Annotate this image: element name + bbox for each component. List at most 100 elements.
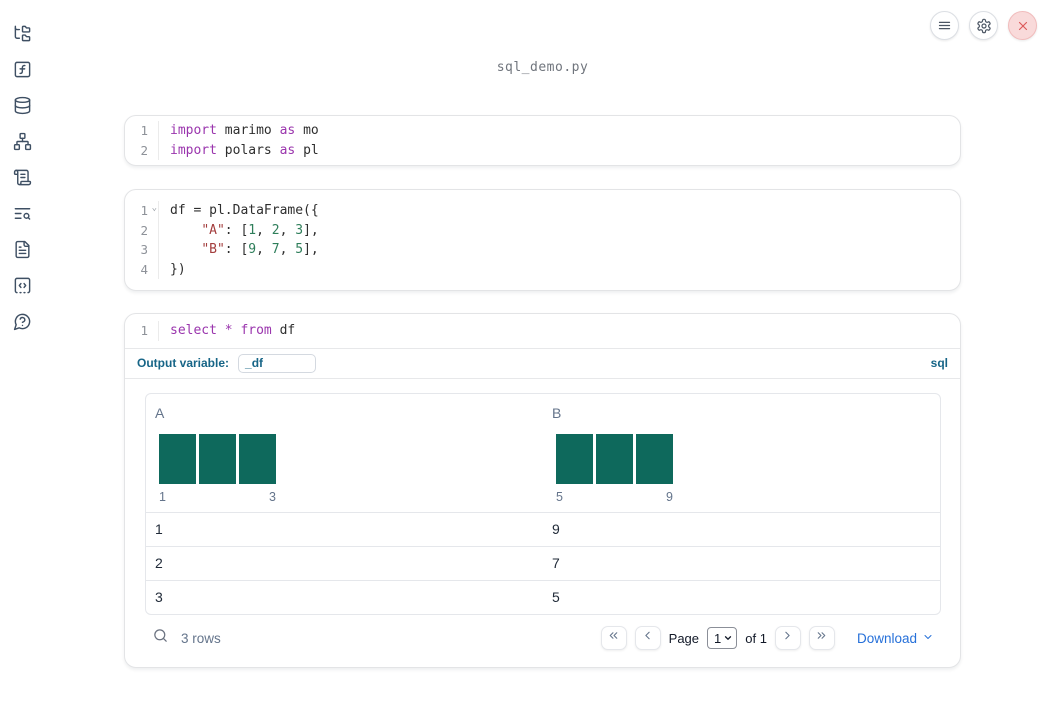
topbar-controls [930, 11, 1037, 40]
code-cell-dataframe[interactable]: 1 ⌄ df = pl.DataFrame({2 "A": [1, 2, 3], 3 … [124, 189, 961, 291]
table-cell[interactable]: 3 [155, 589, 163, 605]
scroll-outline-icon[interactable] [13, 168, 32, 187]
code-line: 3 "B": [9, 7, 5], [125, 240, 960, 260]
column-histogram [556, 433, 673, 484]
table-cell[interactable]: 1 [155, 521, 163, 537]
logs-search-icon[interactable] [13, 204, 32, 223]
prev-page-button[interactable] [634, 626, 661, 650]
first-page-button[interactable] [600, 626, 627, 650]
column-histogram [159, 433, 276, 484]
sql-language-badge[interactable]: sql [930, 356, 948, 370]
snippets-icon[interactable] [13, 276, 32, 295]
settings-button[interactable] [969, 11, 998, 40]
histogram-min-label: 1 [159, 489, 166, 504]
table-cell[interactable]: 2 [155, 555, 163, 571]
code-line: 4}) [125, 259, 960, 279]
line-number: 1 [125, 121, 159, 141]
code-text: df = pl.DataFrame({ [170, 203, 319, 218]
file-tree-icon[interactable] [13, 24, 32, 43]
menu-icon [937, 18, 952, 33]
histogram-min-label: 5 [556, 489, 563, 504]
database-icon[interactable] [13, 96, 32, 115]
chevrons-left-icon [607, 629, 620, 647]
histogram-max-label: 3 [269, 489, 276, 504]
code-text: import marimo as mo [170, 123, 319, 138]
page-total-label: of 1 [745, 630, 767, 646]
table-cell[interactable]: 5 [552, 589, 560, 605]
sql-cell[interactable]: 1 select * from df Output variable: _df s… [124, 313, 961, 668]
gear-icon [976, 18, 992, 34]
histogram-bar [636, 433, 673, 484]
histogram-max-label: 9 [666, 489, 673, 504]
line-number: 1 [125, 321, 159, 341]
page-select[interactable]: 1 [707, 627, 738, 649]
code-cell-imports[interactable]: 1 import marimo as mo 2 import polars as pl [124, 115, 961, 166]
pagination: Page 1 of 1 Download [600, 626, 934, 650]
row-count: 3 rows [181, 630, 221, 646]
code-line: 1 select * from df [125, 321, 960, 341]
histogram-bar [596, 433, 633, 484]
line-number: 3 [125, 240, 159, 260]
chevrons-right-icon [815, 629, 828, 647]
output-variable-label: Output variable: [137, 356, 230, 370]
function-square-icon[interactable] [13, 60, 32, 79]
code-text: import polars as pl [170, 142, 319, 158]
table-cell[interactable]: 7 [552, 555, 560, 571]
code-editor[interactable]: 1 select * from df [125, 314, 960, 348]
help-chat-icon[interactable] [13, 312, 32, 331]
line-number: 4 [125, 259, 159, 279]
histogram-bar [556, 433, 593, 484]
histogram-bar [159, 433, 196, 484]
code-text: select * from df [170, 323, 296, 338]
dependency-graph-icon[interactable] [13, 132, 32, 151]
divider [125, 347, 960, 349]
next-page-button[interactable] [774, 626, 801, 650]
documentation-icon[interactable] [13, 240, 32, 259]
table-footer: 3 rows Page 1 of 1 [125, 623, 960, 654]
close-app-button[interactable] [1008, 11, 1037, 40]
search-icon[interactable] [152, 627, 169, 649]
column-name[interactable]: A [155, 404, 165, 421]
notebook-filename[interactable]: sql_demo.py [496, 60, 589, 75]
table-cell[interactable]: 9 [552, 521, 560, 537]
notebook-area: sql_demo.py 1 import marimo as mo 2 import … [124, 60, 961, 668]
code-line: 1 import marimo as mo [125, 121, 960, 141]
page-label: Page [668, 630, 700, 646]
download-button[interactable]: Download [857, 631, 934, 646]
fold-chevron-icon[interactable]: ⌄ [151, 203, 157, 213]
download-label: Download [856, 630, 917, 646]
close-icon [1016, 19, 1030, 33]
chevron-left-icon [641, 629, 654, 647]
line-number: 2 [125, 140, 159, 160]
code-text: "B": [9, 7, 5], [201, 242, 319, 257]
code-line: 2 "A": [1, 2, 3], [125, 220, 960, 240]
sql-meta-row: Output variable: _df sql [125, 349, 960, 378]
code-line: 2 import polars as pl [125, 140, 960, 160]
column-name[interactable]: B [552, 404, 562, 421]
line-number: 1 ⌄ [125, 201, 159, 221]
line-number: 2 [125, 220, 159, 240]
sidebar [0, 0, 44, 713]
last-page-button[interactable] [808, 626, 835, 650]
chevron-down-icon [922, 631, 934, 646]
chevron-down-icon [723, 631, 733, 646]
output-variable-input[interactable]: _df [238, 353, 317, 373]
menu-button[interactable] [930, 11, 959, 40]
code-editor[interactable]: 1 import marimo as mo 2 import polars as pl [125, 116, 960, 165]
divider [125, 377, 960, 379]
histogram-bar [199, 433, 236, 484]
code-line: 1 ⌄ df = pl.DataFrame({ [125, 201, 960, 221]
code-text: "A": [1, 2, 3], [201, 222, 319, 238]
code-editor[interactable]: 1 ⌄ df = pl.DataFrame({2 "A": [1, 2, 3], 3 … [125, 190, 960, 290]
